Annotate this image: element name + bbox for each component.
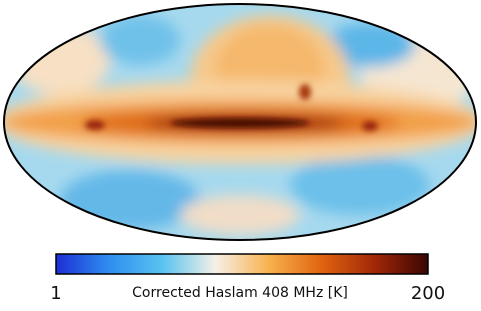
colorbar-label: Corrected Haslam 408 MHz [K] <box>132 285 348 301</box>
sky-map <box>4 4 476 240</box>
colorbar-tick-label: 1 <box>50 283 61 304</box>
colorbar: 1 200 <box>50 253 445 304</box>
map-outline <box>3 3 477 241</box>
colorbar-tick-label: 200 <box>411 283 445 304</box>
colorbar-scale <box>55 253 429 275</box>
